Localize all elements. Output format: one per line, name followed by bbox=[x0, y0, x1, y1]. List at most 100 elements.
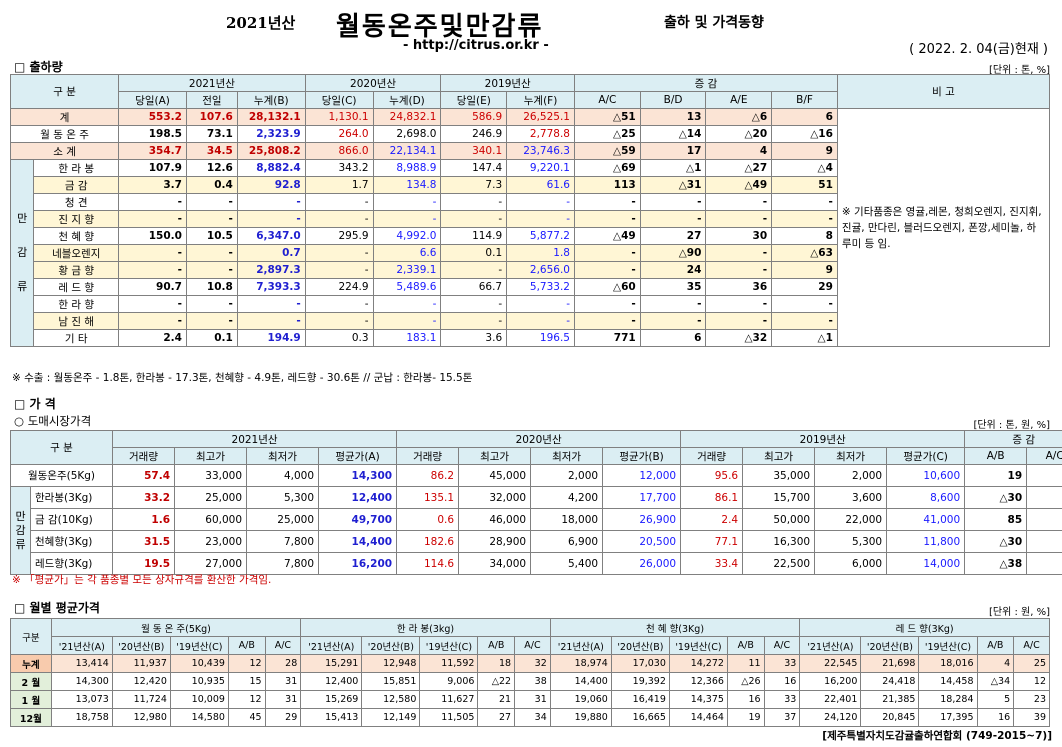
data-cell: 4,992.0 bbox=[372, 227, 442, 245]
data-cell: 1.8 bbox=[506, 244, 575, 262]
price-subheader: 평균가(A) bbox=[318, 447, 398, 465]
footer-org: [제주특별자치도감귤출하연합회 (749-2015~7)] bbox=[822, 730, 1052, 742]
data-cell: 4 bbox=[705, 142, 773, 160]
data-cell: 107.6 bbox=[185, 108, 238, 126]
data-cell: - bbox=[372, 193, 442, 211]
data-cell: 32,000 bbox=[458, 486, 532, 509]
data-cell: 31 bbox=[264, 672, 302, 691]
data-cell: △59 bbox=[573, 142, 641, 160]
data-cell: 196.5 bbox=[506, 329, 575, 347]
monthly-subheader: '21년산(A) bbox=[50, 636, 113, 655]
data-cell: - bbox=[705, 210, 773, 228]
header-remark: 비 고 bbox=[836, 74, 1051, 109]
price-note: ※ 「평균가」는 각 품종별 모든 상자규격를 환산한 가격임. bbox=[12, 574, 272, 586]
price-header-2021: 2021년산 bbox=[112, 430, 398, 448]
data-cell: - bbox=[506, 193, 575, 211]
data-cell: 12,948 bbox=[361, 654, 421, 673]
data-cell: 2,000 bbox=[530, 464, 604, 487]
data-cell: 22,401 bbox=[799, 690, 862, 709]
data-cell: 14,000 bbox=[886, 552, 966, 575]
data-cell: 73.1 bbox=[185, 125, 238, 143]
data-cell: - bbox=[118, 244, 187, 262]
monthly-group-header: 한 라 봉(3kg) bbox=[300, 618, 551, 637]
header-change: 증 감 bbox=[573, 74, 838, 92]
data-cell: 12,400 bbox=[318, 486, 398, 509]
data-cell: 33.2 bbox=[112, 486, 176, 509]
data-cell: 15,269 bbox=[300, 690, 363, 709]
data-cell: △49 bbox=[705, 176, 773, 194]
data-cell: 60,000 bbox=[174, 508, 248, 531]
row-label: 월 동 온 주 bbox=[9, 125, 120, 143]
data-cell: 340.1 bbox=[440, 142, 508, 160]
table-row: 금 감(10Kg) 1.6 60,000 25,000 49,700 0.6 46,000 1… bbox=[11, 508, 1062, 531]
header-url[interactable]: - http://citrus.or.kr - bbox=[403, 38, 549, 53]
data-cell: 22,134.1 bbox=[372, 142, 442, 160]
data-cell: 11,627 bbox=[419, 690, 479, 709]
data-cell: - bbox=[573, 312, 641, 330]
data-cell: 34 bbox=[514, 708, 551, 727]
row-label: 금 감 bbox=[33, 176, 120, 194]
monthly-subheader: A/C bbox=[514, 636, 551, 655]
data-cell: 16 bbox=[1026, 552, 1062, 575]
monthly-subheader: '21년산(A) bbox=[300, 636, 363, 655]
price-subheader: 거래량 bbox=[112, 447, 176, 465]
data-cell: - bbox=[304, 261, 374, 279]
data-cell: - bbox=[372, 210, 442, 228]
data-cell: 23 bbox=[1013, 690, 1050, 709]
data-cell: 0.1 bbox=[185, 329, 238, 347]
data-cell: 8,988.9 bbox=[372, 159, 442, 177]
shipment-subheader: 당일(E) bbox=[440, 91, 508, 109]
data-cell: - bbox=[372, 312, 442, 330]
data-cell: - bbox=[506, 210, 575, 228]
data-cell: - bbox=[771, 295, 838, 313]
data-cell: 22 bbox=[1026, 530, 1062, 553]
data-cell: 23,000 bbox=[174, 530, 248, 553]
data-cell: 16 bbox=[726, 690, 765, 709]
data-cell: 15,291 bbox=[300, 654, 363, 673]
data-cell: 114.6 bbox=[396, 552, 460, 575]
data-cell: 14,580 bbox=[169, 708, 229, 727]
data-cell: 2,000 bbox=[814, 464, 888, 487]
data-cell: 19 bbox=[726, 708, 765, 727]
row-label: 12월 bbox=[10, 708, 52, 727]
data-cell: 16,200 bbox=[318, 552, 398, 575]
data-cell: 18 bbox=[477, 654, 516, 673]
data-cell: - bbox=[771, 312, 838, 330]
data-cell: - bbox=[705, 295, 773, 313]
data-cell: 2,339.1 bbox=[372, 261, 442, 279]
data-cell: 18,758 bbox=[50, 708, 113, 727]
monthly-subheader: A/B bbox=[976, 636, 1015, 655]
data-cell: 113 bbox=[573, 176, 641, 194]
data-cell: 11,937 bbox=[111, 654, 171, 673]
monthly-subheader: A/C bbox=[264, 636, 302, 655]
data-cell: 18,016 bbox=[918, 654, 978, 673]
data-cell: 19,392 bbox=[610, 672, 670, 691]
monthly-subheader: A/C bbox=[1013, 636, 1050, 655]
monthly-group-header: 레 드 향(3Kg) bbox=[799, 618, 1050, 637]
data-cell: - bbox=[573, 210, 641, 228]
data-cell: 14,400 bbox=[549, 672, 612, 691]
data-cell: △49 bbox=[573, 227, 641, 245]
data-cell: 10,600 bbox=[886, 464, 966, 487]
data-cell: - bbox=[185, 244, 238, 262]
table-row: 계 553.2 107.6 28,132.1 1,130.1 24,832.1 586.9 2… bbox=[9, 108, 1051, 347]
data-cell: 19,060 bbox=[549, 690, 612, 709]
data-cell: - bbox=[440, 210, 508, 228]
data-cell: 13 bbox=[639, 108, 707, 126]
data-cell: 27 bbox=[639, 227, 707, 245]
monthly-subheader: '20년산(B) bbox=[860, 636, 920, 655]
data-cell: △90 bbox=[639, 244, 707, 262]
data-cell: 5,300 bbox=[246, 486, 320, 509]
data-cell: - bbox=[185, 261, 238, 279]
data-cell: 12 bbox=[227, 690, 266, 709]
table-row: 레드향(3Kg) 19.5 27,000 7,800 16,200 114.6 34,000… bbox=[11, 552, 1062, 575]
data-cell: 34,000 bbox=[458, 552, 532, 575]
data-cell: 31 bbox=[514, 690, 551, 709]
data-cell: 12,580 bbox=[361, 690, 421, 709]
data-cell: 7,393.3 bbox=[236, 278, 306, 296]
data-cell: 8,882.4 bbox=[236, 159, 306, 177]
data-cell: △27 bbox=[705, 159, 773, 177]
data-cell: - bbox=[573, 295, 641, 313]
data-cell: 21,385 bbox=[860, 690, 920, 709]
monthly-subheader: '19년산(C) bbox=[918, 636, 978, 655]
